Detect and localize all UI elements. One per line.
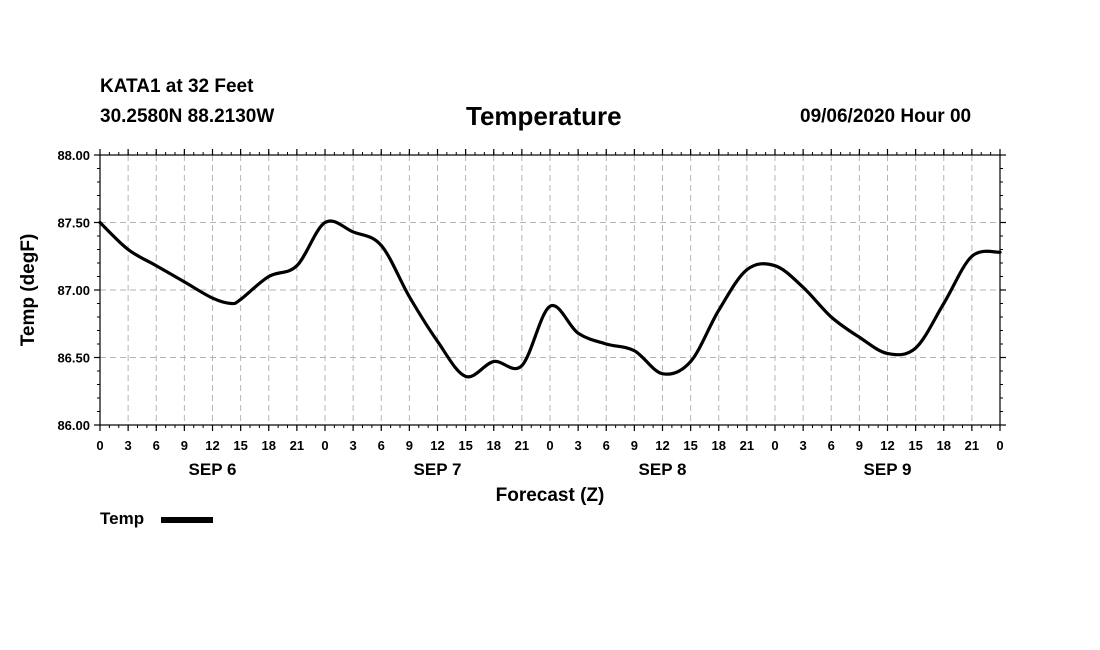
x-tick-label: 18 <box>262 438 276 453</box>
y-tick-label: 86.50 <box>57 351 90 366</box>
x-tick-label: 3 <box>125 438 132 453</box>
x-tick-label: 12 <box>430 438 444 453</box>
forecast-datetime: 09/06/2020 Hour 00 <box>800 106 972 127</box>
day-label: SEP 6 <box>189 460 237 479</box>
x-tick-label: 15 <box>458 438 472 453</box>
x-tick-label: 18 <box>487 438 501 453</box>
day-labels: SEP 6 SEP 7 SEP 8 SEP 9 <box>189 460 912 479</box>
x-tick-label: 12 <box>655 438 669 453</box>
x-tick-label: 9 <box>406 438 413 453</box>
x-tick-label: 12 <box>880 438 894 453</box>
x-tick-label: 12 <box>205 438 219 453</box>
day-label: SEP 7 <box>414 460 462 479</box>
x-tick-label: 18 <box>937 438 951 453</box>
x-tick-label: 0 <box>771 438 778 453</box>
x-tick-label: 3 <box>800 438 807 453</box>
plot-frame <box>99 154 1001 426</box>
x-tick-label: 15 <box>908 438 922 453</box>
x-tick-label: 0 <box>996 438 1003 453</box>
x-tick-label: 21 <box>740 438 754 453</box>
y-tick-label: 87.50 <box>57 216 90 231</box>
temp-series-line <box>98 219 1002 379</box>
grid-lines <box>100 155 1000 425</box>
x-tick-label: 15 <box>233 438 247 453</box>
station-coordinates: 30.2580N 88.2130W <box>100 106 275 127</box>
x-tick-label: 0 <box>546 438 553 453</box>
x-tick-label: 3 <box>575 438 582 453</box>
x-tick-label: 15 <box>683 438 697 453</box>
day-label: SEP 8 <box>639 460 687 479</box>
x-tick-label: 0 <box>321 438 328 453</box>
x-axis-title: Forecast (Z) <box>496 485 605 506</box>
y-tick-label: 88.00 <box>57 148 90 163</box>
legend-label: Temp <box>100 509 145 528</box>
x-tick-label: 0 <box>96 438 103 453</box>
x-tick-label: 6 <box>153 438 160 453</box>
station-label: KATA1 at 32 Feet <box>100 76 254 97</box>
y-tick-label: 87.00 <box>57 283 90 298</box>
x-tick-label: 9 <box>631 438 638 453</box>
legend-swatch <box>161 517 213 523</box>
x-tick-label: 9 <box>181 438 188 453</box>
x-tick-label: 21 <box>290 438 304 453</box>
x-tick-labels: 0 3 6 9 12 15 18 21 0 3 6 9 12 15 18 21 0 3 6 9 12 15 18 21 0 3 6 9… <box>96 438 1003 453</box>
x-tick-label: 6 <box>828 438 835 453</box>
day-label: SEP 9 <box>864 460 912 479</box>
x-tick-label: 18 <box>712 438 726 453</box>
y-tick-label: 86.00 <box>57 418 90 433</box>
y-axis-title: Temp (degF) <box>18 234 39 347</box>
x-tick-label: 3 <box>350 438 357 453</box>
chart-title: Temperature <box>466 101 622 131</box>
x-tick-label: 6 <box>378 438 385 453</box>
x-tick-label: 9 <box>856 438 863 453</box>
x-tick-label: 6 <box>603 438 610 453</box>
y-tick-labels: 86.00 86.50 87.00 87.50 88.00 <box>57 148 90 433</box>
x-tick-label: 21 <box>965 438 979 453</box>
x-tick-label: 21 <box>515 438 529 453</box>
